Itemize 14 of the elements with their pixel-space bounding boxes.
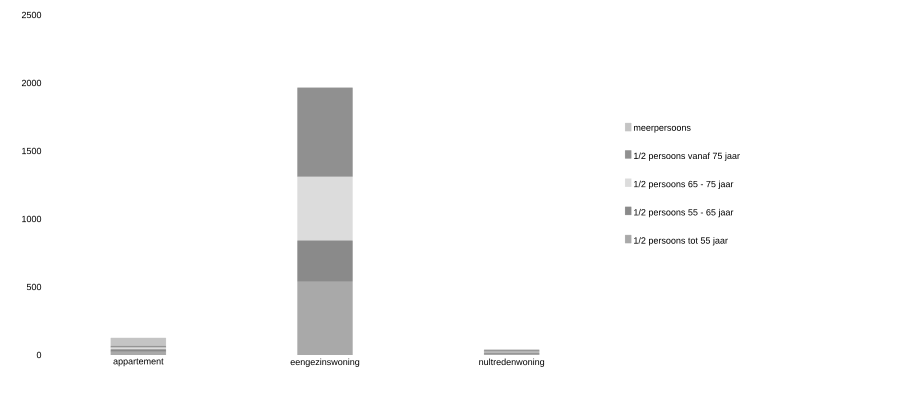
x-tick-label: nultredenwoning	[479, 358, 544, 367]
x-tick-label: eengezinswoning	[290, 358, 360, 367]
x-tick-label: appartement	[113, 358, 164, 366]
legend-label: 1/2 persoons 55 - 65 jaar	[634, 208, 734, 218]
legend-label: 1/2 persoons 65 - 75 jaar	[634, 180, 734, 190]
legend-label: meerpersoons	[634, 126, 691, 133]
y-tick-label: 0	[36, 352, 42, 358]
y-tick-label: 500	[26, 284, 42, 290]
y-tick-label: 2500	[22, 12, 42, 18]
y-tick-label: 1500	[22, 148, 42, 154]
y-tick-label: 2000	[22, 80, 42, 86]
y-tick-label: 1000	[22, 216, 42, 222]
legend-label: 1/2 persoons vanaf 75 jaar	[634, 152, 740, 161]
legend-label: 1/2 persoons tot 55 jaar	[634, 237, 728, 246]
